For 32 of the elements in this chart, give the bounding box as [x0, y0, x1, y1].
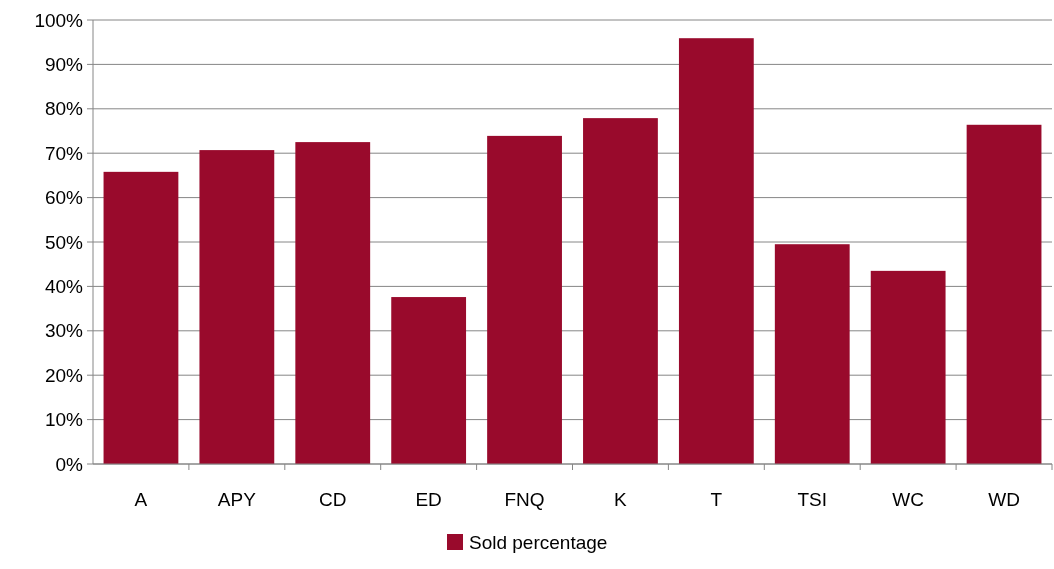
y-tick-label: 50%: [44, 231, 84, 253]
x-tick-label: WC: [892, 489, 924, 510]
bar: [199, 150, 275, 464]
y-tick-label: 10%: [44, 409, 84, 431]
bar: [391, 297, 467, 464]
x-tick-label: APY: [217, 489, 257, 510]
bar: [966, 124, 1042, 464]
bar: [774, 244, 850, 464]
x-tick-label: T: [710, 489, 723, 510]
x-tick-label: K: [614, 489, 628, 510]
legend-label: Sold percentage: [469, 531, 608, 553]
y-tick-label: 30%: [44, 320, 84, 342]
x-tick-label: A: [134, 489, 148, 510]
x-tick-label: WD: [988, 489, 1020, 510]
x-tick-label: FNQ: [504, 489, 545, 510]
bar: [295, 142, 371, 464]
bar: [678, 38, 754, 464]
bar: [583, 118, 658, 464]
bar: [487, 135, 562, 464]
y-tick-label: 70%: [44, 142, 84, 164]
x-tick-label: TSI: [797, 489, 828, 510]
x-tick-label: CD: [319, 489, 347, 510]
x-tick-label: ED: [415, 489, 442, 510]
y-tick-label: 40%: [44, 276, 84, 298]
y-tick-label: 80%: [44, 98, 84, 120]
bar: [870, 270, 946, 464]
y-tick-label: 60%: [44, 187, 84, 209]
y-tick-label: 0%: [55, 453, 84, 475]
bar: [103, 171, 179, 464]
y-tick-label: 20%: [44, 364, 84, 386]
y-tick-label: 100%: [34, 9, 84, 31]
y-tick-label: 90%: [44, 54, 84, 76]
